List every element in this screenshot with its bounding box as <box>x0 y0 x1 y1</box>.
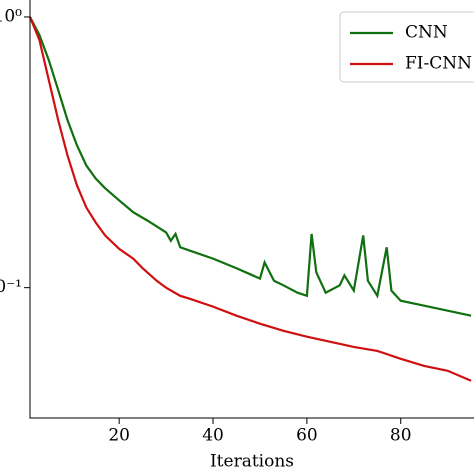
series-line <box>28 16 472 382</box>
x-axis-label: Iterations <box>210 452 294 472</box>
x-tick-label: 60 <box>296 426 318 446</box>
y-tick-label: 10⁻¹ <box>0 277 22 297</box>
plot-frame <box>29 0 474 419</box>
x-tick-label: 20 <box>108 426 130 446</box>
legend-label: FI-CNN <box>405 54 472 74</box>
series-line <box>29 16 472 317</box>
x-tick-label: 80 <box>390 426 412 446</box>
y-tick-label: 10⁰ <box>0 6 22 26</box>
legend-label: CNN <box>405 23 448 43</box>
x-tick-label: 40 <box>202 426 224 446</box>
